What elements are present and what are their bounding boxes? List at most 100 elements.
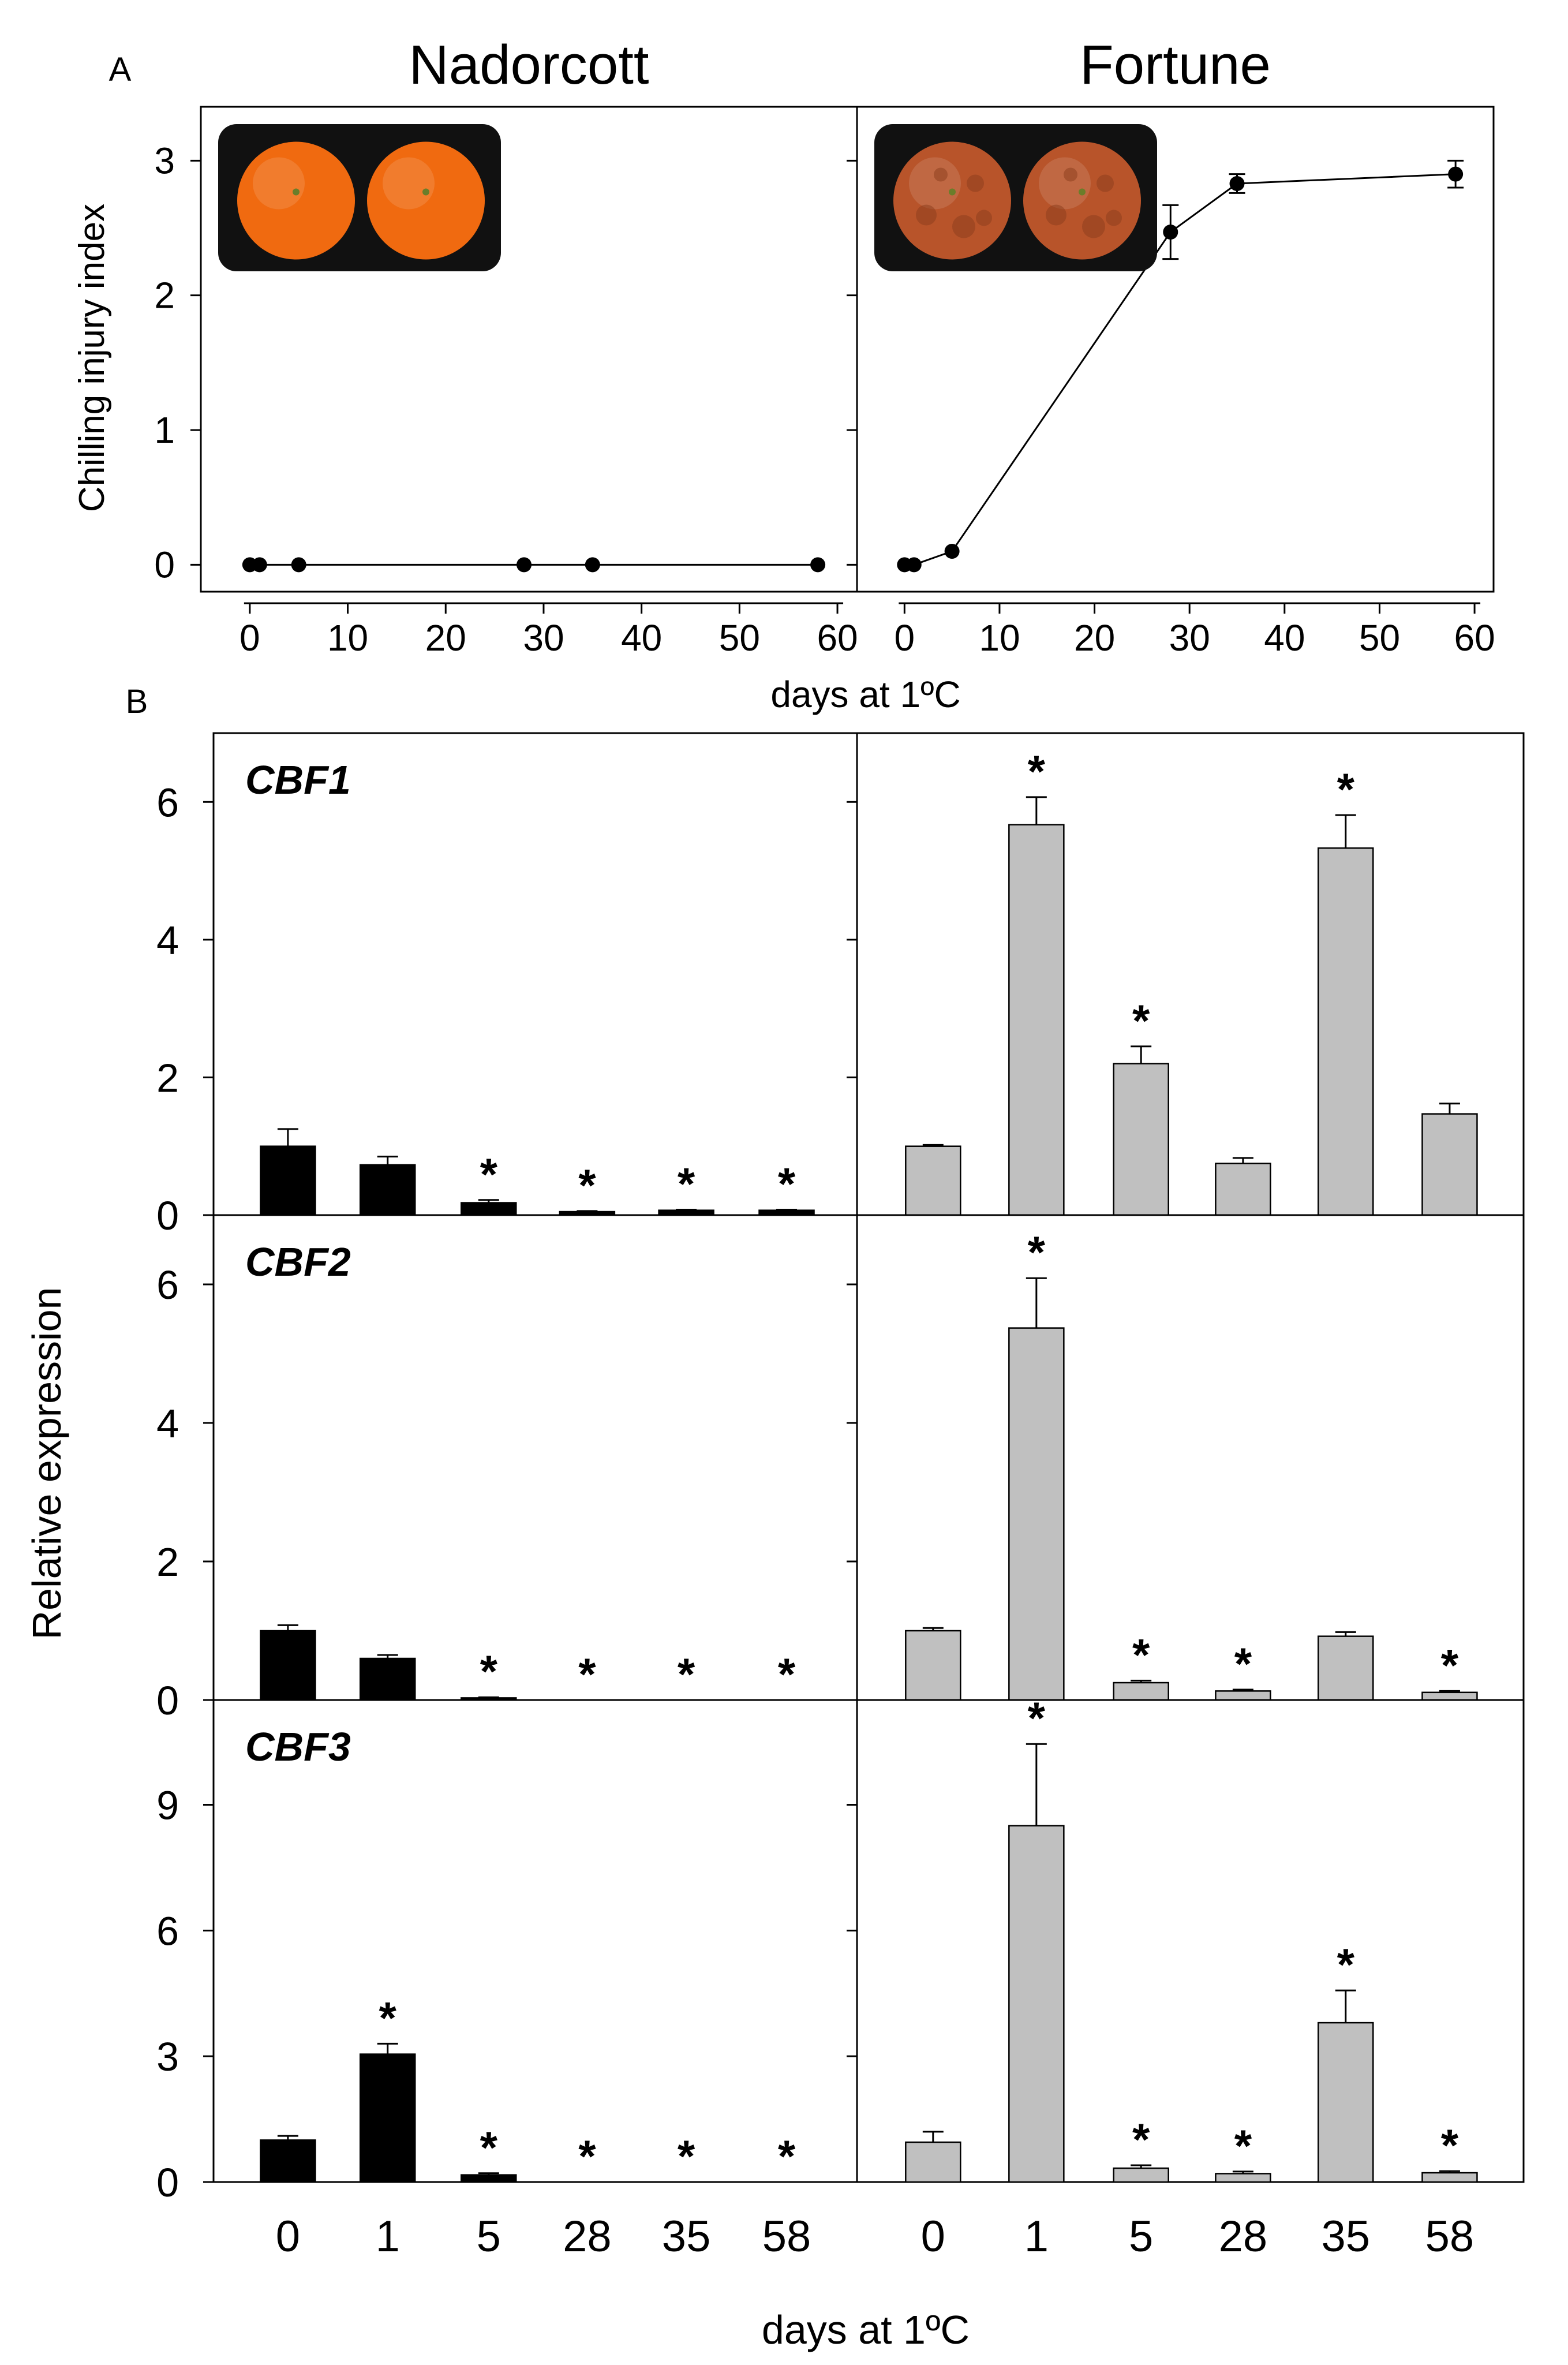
y-tick-label-cbf2-nadorcott: 6	[156, 1262, 179, 1307]
y-tick-label-cbf1-nadorcott: 0	[156, 1193, 179, 1238]
y-tick-label-cbf1-nadorcott: 4	[156, 918, 179, 963]
significance-asterisk: *	[1028, 746, 1046, 797]
x-tick-label-nadorcott: 50	[719, 617, 760, 659]
significance-asterisk: *	[1132, 1629, 1150, 1680]
y-tick-label-cbf3-nadorcott: 9	[156, 1783, 179, 1828]
y-tick-label-nadorcott: 2	[154, 275, 175, 316]
bar-day-5	[1113, 2167, 1169, 2183]
bar-day-1	[1008, 1825, 1065, 2183]
y-tick-label-cbf3-nadorcott: 3	[156, 2034, 179, 2079]
chilling-injury-spot	[916, 204, 937, 226]
significance-asterisk: *	[1441, 1639, 1459, 1690]
bar-day-28	[1215, 1690, 1271, 1701]
y-tick-label-cbf2-nadorcott: 0	[156, 1678, 179, 1723]
significance-asterisk: *	[778, 1649, 796, 1699]
chilling-injury-spot	[1106, 210, 1122, 226]
bar-day-1	[1008, 1327, 1065, 1701]
y-tick-label-cbf3-nadorcott: 6	[156, 1908, 179, 1953]
expression-chart-cbf3-fortune: 0 * 1 * 5 * 28 * 35 * 58	[847, 1693, 1525, 2261]
data-point	[1229, 176, 1245, 191]
x-tick-label-cbf3-nadorcott: 58	[762, 2212, 811, 2261]
bar-day-0	[905, 2141, 961, 2183]
bar-day-0	[260, 2139, 316, 2183]
fruit-stem-icon	[293, 188, 300, 196]
significance-asterisk: *	[678, 2131, 695, 2181]
gene-label-cbf3: CBF3	[245, 1724, 351, 1769]
x-tick-label-cbf3-fortune: 35	[1321, 2212, 1370, 2261]
bar-day-0	[905, 1145, 961, 1216]
y-tick-label-cbf3-nadorcott: 0	[156, 2160, 179, 2205]
significance-asterisk: *	[1441, 2120, 1459, 2170]
panel-a-label: A	[109, 51, 132, 88]
significance-asterisk: *	[578, 1649, 596, 1699]
bar-day-0	[905, 1630, 961, 1701]
panel-a-ylabel: Chilling injury index	[72, 204, 112, 512]
bar-day-5	[1113, 1682, 1169, 1701]
plot-frame-cbf1-nadorcott	[212, 732, 858, 1216]
chilling-injury-spot	[976, 210, 992, 226]
x-tick-label-fortune: 0	[895, 617, 915, 659]
data-point	[517, 557, 532, 573]
fruit-highlight	[383, 157, 435, 210]
x-tick-label-fortune: 50	[1359, 617, 1400, 659]
significance-asterisk: *	[480, 1149, 498, 1200]
injury-chart-nadorcott: Nadorcott 0 10 20 30 40 50 60 0 1 2 3	[154, 34, 858, 659]
significance-asterisk: *	[678, 1158, 695, 1209]
chilling-injury-spot	[1046, 204, 1066, 226]
expression-chart-cbf3-nadorcott: CBF3 0 3 6 9 0 * 1 * 5 * 28 * 35 * 58	[156, 1699, 858, 2261]
bar-day-5	[1113, 1063, 1169, 1216]
plot-frame-fortune	[856, 106, 1495, 593]
bar-day-1	[359, 1164, 416, 1216]
plot-frame-cbf2-fortune	[856, 1214, 1525, 1701]
expression-chart-cbf1-nadorcott: CBF1 0 2 4 6 * * * *	[156, 732, 858, 1238]
panel-b-label: B	[126, 683, 148, 720]
significance-asterisk: *	[379, 1992, 397, 2043]
x-tick-label-cbf3-fortune: 28	[1219, 2212, 1268, 2261]
chilling-injury-spot	[967, 174, 984, 192]
bar-day-5	[461, 2174, 517, 2183]
fruit-highlight	[909, 157, 961, 210]
chilling-injured-fruit-icon	[893, 141, 1011, 260]
fruit-stem-icon	[949, 188, 956, 196]
significance-asterisk: *	[480, 1646, 498, 1697]
fruit-highlight	[1039, 157, 1091, 210]
x-tick-label-fortune: 10	[979, 617, 1020, 659]
y-tick-label-cbf2-nadorcott: 2	[156, 1540, 179, 1585]
bar-day-58	[1421, 1113, 1478, 1216]
y-tick-label-nadorcott: 0	[154, 544, 175, 585]
significance-asterisk: *	[778, 1158, 796, 1209]
significance-asterisk: *	[1028, 1227, 1046, 1277]
significance-asterisk: *	[1234, 2120, 1252, 2171]
expression-chart-cbf1-fortune: * * *	[847, 732, 1525, 1216]
chilling-injury-spot	[1064, 167, 1077, 182]
x-tick-label-nadorcott: 20	[425, 617, 466, 659]
gene-label-cbf2: CBF2	[245, 1239, 351, 1284]
bar-day-58	[1421, 1691, 1478, 1701]
data-point	[252, 557, 267, 573]
x-tick-label-cbf3-nadorcott: 0	[276, 2212, 300, 2261]
fruit-stem-icon	[422, 188, 429, 196]
bar-day-35	[1318, 847, 1374, 1216]
x-tick-label-cbf3-fortune: 0	[921, 2212, 945, 2261]
data-point	[810, 557, 826, 573]
significance-asterisk: *	[1132, 995, 1150, 1046]
plot-frame-cbf3-nadorcott	[212, 1699, 858, 2183]
plot-frame-cbf3-fortune	[856, 1699, 1525, 2183]
fruit-stem-icon	[1079, 188, 1086, 196]
x-tick-label-fortune: 40	[1264, 617, 1305, 659]
injury-chart-fortune: Fortune 0 10 20 30 40 50 60	[847, 34, 1495, 659]
expression-chart-cbf2-nadorcott: CBF2 0 2 4 6 * * * *	[156, 1214, 858, 1723]
bar-day-28	[1215, 1163, 1271, 1216]
significance-asterisk: *	[1337, 764, 1355, 815]
x-tick-label-cbf3-nadorcott: 5	[477, 2212, 501, 2261]
significance-asterisk: *	[1028, 1693, 1046, 1743]
bar-day-5	[461, 1202, 517, 1216]
bar-day-35	[1318, 2022, 1374, 2183]
significance-asterisk: *	[1132, 2114, 1150, 2165]
significance-asterisk: *	[778, 2131, 796, 2181]
expression-chart-cbf2-fortune: * * * *	[847, 1214, 1525, 1701]
chilling-injury-spot	[1082, 215, 1105, 238]
x-tick-label-cbf3-fortune: 5	[1129, 2212, 1153, 2261]
y-tick-label-cbf2-nadorcott: 4	[156, 1401, 179, 1446]
